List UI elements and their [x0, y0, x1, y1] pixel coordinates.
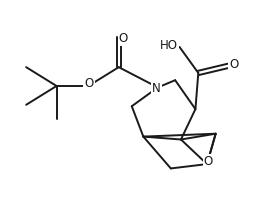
Text: O: O	[84, 77, 94, 89]
Text: HO: HO	[160, 39, 178, 52]
Text: O: O	[204, 155, 213, 168]
Text: N: N	[152, 82, 161, 95]
Text: O: O	[229, 58, 239, 71]
Text: O: O	[118, 32, 128, 45]
